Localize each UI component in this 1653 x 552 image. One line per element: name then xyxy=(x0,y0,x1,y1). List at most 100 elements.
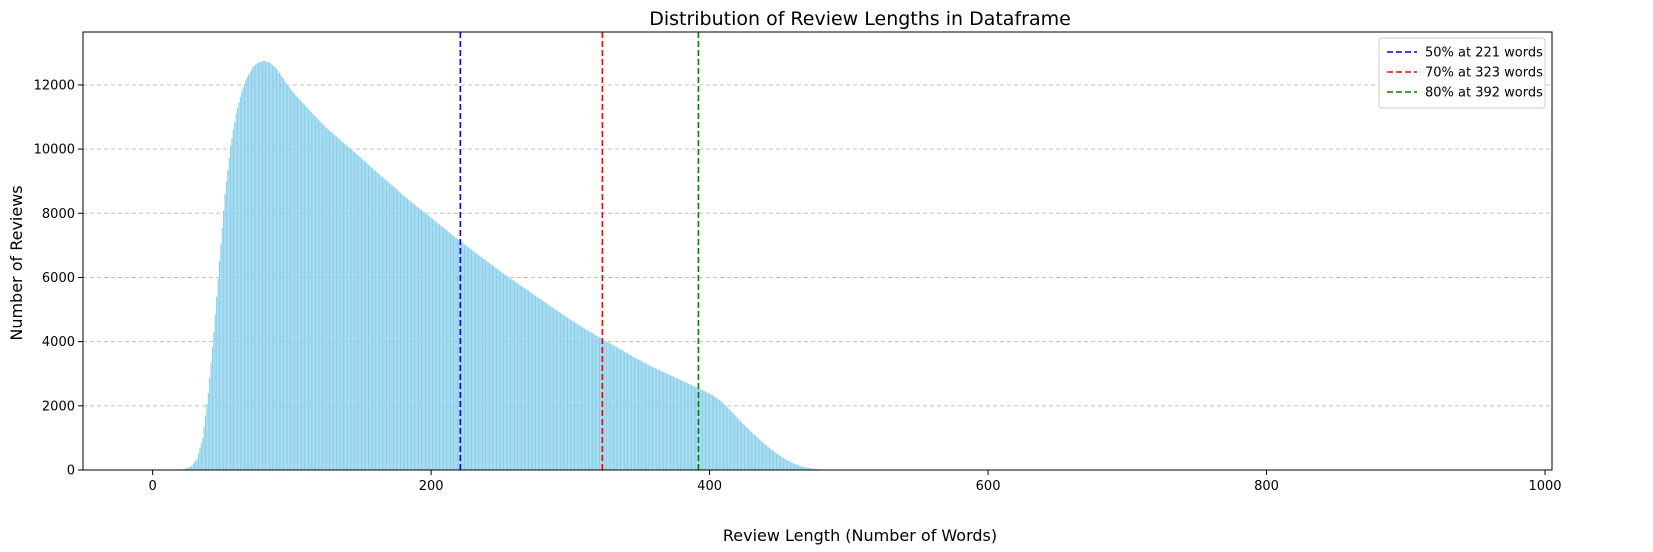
histogram-bar xyxy=(582,327,584,470)
histogram-bar xyxy=(629,354,631,470)
histogram-bar xyxy=(344,143,346,471)
histogram-bar xyxy=(738,419,740,470)
histogram-bar xyxy=(383,178,385,470)
histogram-bar xyxy=(221,227,223,470)
histogram-bar xyxy=(540,299,542,470)
histogram-bar xyxy=(398,191,400,470)
histogram-bar xyxy=(615,346,617,470)
histogram-bar xyxy=(672,376,674,470)
histogram-bar xyxy=(692,385,694,470)
histogram-bar xyxy=(448,232,450,470)
histogram-bar xyxy=(604,340,606,470)
histogram-bar xyxy=(699,388,701,470)
histogram-bar xyxy=(372,168,374,470)
histogram-bar xyxy=(589,331,591,470)
histogram-bar xyxy=(330,131,332,471)
histogram-bar xyxy=(767,446,769,470)
histogram-bar xyxy=(686,383,688,470)
histogram-bar xyxy=(455,238,457,470)
histogram-bar xyxy=(715,397,718,470)
histogram-bar xyxy=(731,411,733,470)
histogram-bar xyxy=(784,458,786,470)
histogram-bar xyxy=(341,141,343,470)
histogram-bar xyxy=(438,224,441,470)
histogram-bar xyxy=(223,210,225,470)
histogram-bar xyxy=(227,169,229,470)
histogram-bar xyxy=(522,287,524,470)
histogram-bar xyxy=(507,276,509,470)
histogram-bar xyxy=(775,453,777,470)
histogram-bar xyxy=(664,372,666,470)
histogram-bar xyxy=(807,467,810,470)
histogram-bar xyxy=(761,441,764,470)
x-tick-label: 1000 xyxy=(1528,479,1561,494)
histogram-bar xyxy=(619,349,622,470)
histogram-bar xyxy=(612,345,615,470)
histogram-bar xyxy=(245,80,247,471)
histogram-bar xyxy=(571,320,573,470)
histogram-bar xyxy=(232,129,234,470)
histogram-bar xyxy=(557,311,559,470)
histogram-bar xyxy=(394,187,396,471)
histogram-bar xyxy=(746,427,748,470)
histogram-bar xyxy=(504,274,506,470)
histogram-bar xyxy=(793,463,796,470)
histogram-bar xyxy=(512,280,514,470)
histogram-bar xyxy=(404,196,406,470)
histogram-bar xyxy=(320,122,322,471)
histogram-bar xyxy=(419,208,421,471)
histogram-bar xyxy=(622,350,624,470)
histogram-bar xyxy=(764,444,766,470)
histogram-bar xyxy=(696,387,698,470)
histogram-bar xyxy=(567,317,569,470)
histogram-bar xyxy=(626,353,628,470)
histogram-bar xyxy=(536,296,538,470)
histogram-bar xyxy=(348,147,350,470)
histogram-bar xyxy=(284,81,286,470)
histogram-bar xyxy=(363,160,365,470)
histogram-bar xyxy=(561,314,563,470)
histogram-bar xyxy=(377,173,379,470)
histogram-bar xyxy=(475,252,477,470)
histogram-bar xyxy=(298,98,300,471)
histogram-bar xyxy=(568,318,570,470)
histogram-bar xyxy=(351,149,353,471)
histogram-bar xyxy=(768,447,771,470)
histogram-bar xyxy=(787,460,789,470)
histogram-bar xyxy=(273,66,275,470)
histogram-bar xyxy=(771,450,773,470)
histogram-bar xyxy=(760,440,762,470)
histogram-bar xyxy=(685,382,687,470)
histogram-bar xyxy=(681,380,683,470)
histogram-bar xyxy=(516,283,518,470)
histogram-bar xyxy=(349,148,351,470)
histogram-bar xyxy=(249,72,251,470)
histogram-bar xyxy=(235,113,237,471)
histogram-bar xyxy=(605,341,608,470)
histogram-bar xyxy=(722,403,725,470)
histogram-bar xyxy=(292,92,294,471)
histogram-bar xyxy=(296,97,298,470)
histogram-bar xyxy=(713,396,715,470)
histogram-bar xyxy=(564,315,566,470)
histogram-bar xyxy=(710,394,712,470)
histogram-bar xyxy=(457,239,459,470)
y-tick-label: 4000 xyxy=(42,335,75,350)
histogram-bar xyxy=(313,115,315,470)
histogram-bar xyxy=(347,146,349,470)
histogram-bar xyxy=(340,140,342,470)
histogram-bar xyxy=(418,207,420,470)
histogram-bar xyxy=(301,101,303,470)
histogram-bar xyxy=(795,464,797,470)
histogram-bar xyxy=(185,468,187,470)
histogram-bar xyxy=(218,261,221,470)
histogram-bar xyxy=(195,460,197,470)
histogram-bar xyxy=(388,182,390,470)
histogram-bar xyxy=(321,123,324,471)
histogram-bar xyxy=(753,434,755,470)
histogram-bar xyxy=(661,371,663,470)
histogram-bar xyxy=(805,467,807,470)
histogram-bar xyxy=(763,443,765,470)
histogram-bar xyxy=(670,375,672,470)
histogram-bar xyxy=(380,175,382,470)
